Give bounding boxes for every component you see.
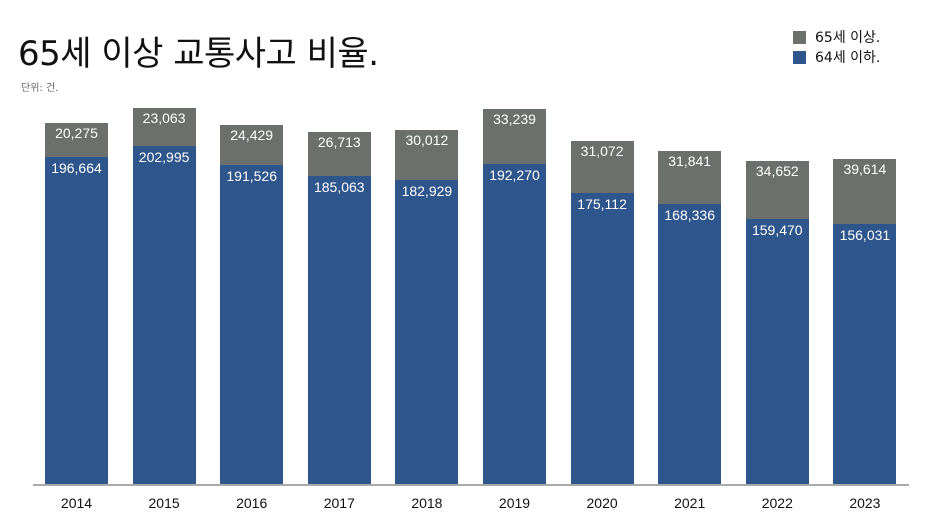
- value-label-64-under: 156,031: [839, 227, 891, 244]
- value-label-64-under: 182,929: [401, 182, 453, 199]
- bar-segment-64-under: 175,112: [570, 192, 634, 484]
- value-label-64-under: 168,336: [664, 207, 715, 223]
- bar-segment-64-under: 191,526: [220, 165, 284, 484]
- legend-item-65-plus: 65세 이상.: [793, 27, 880, 47]
- x-axis-line: [33, 484, 909, 486]
- bar-segment-65-plus: 39,614: [833, 158, 897, 225]
- legend-label-65-plus: 65세 이상.: [815, 30, 881, 46]
- legend-label-64-under: 64세 이하.: [815, 50, 881, 66]
- x-tick-label: 2018: [411, 495, 443, 511]
- value-label-65-plus: 30,012: [405, 131, 449, 148]
- x-tick-label: 2019: [498, 495, 531, 511]
- value-label-65-plus: 33,239: [493, 110, 536, 127]
- bar-segment-64-under: 202,995: [132, 146, 196, 484]
- bar-2018: 30,012 182,929: [395, 129, 459, 484]
- value-label-64-under: 196,664: [51, 159, 102, 176]
- bar-2014: 20,275 196,664: [45, 123, 108, 484]
- legend: 65세 이상. 64세 이하.: [793, 27, 880, 67]
- x-tick-label: 2021: [674, 495, 706, 511]
- value-label-65-plus: 31,841: [668, 153, 712, 170]
- bar-2022: 34,652 159,470: [745, 161, 809, 484]
- value-label-64-under: 202,995: [138, 149, 190, 166]
- value-label-65-plus: 23,063: [142, 110, 186, 126]
- legend-item-64-under: 64세 이하.: [793, 47, 880, 67]
- bar-segment-64-under: 192,270: [483, 164, 546, 484]
- bar-segment-65-plus: 23,063: [132, 108, 196, 147]
- bar-segment-65-plus: 30,012: [395, 129, 459, 180]
- bar-segment-64-under: 182,929: [395, 179, 459, 484]
- bar-2021: 31,841 168,336: [658, 151, 722, 484]
- x-tick-label: 2015: [148, 495, 180, 511]
- bar-segment-64-under: 159,470: [745, 218, 809, 484]
- value-label-64-under: 192,270: [489, 167, 540, 184]
- bar-2015: 23,063 202,995: [132, 108, 196, 484]
- x-tick-label: 2014: [60, 495, 93, 511]
- bar-2017: 26,713 185,063: [307, 131, 371, 484]
- value-label-65-plus: 26,713: [317, 133, 361, 150]
- unit-label: 단위: 건.: [21, 83, 59, 94]
- x-tick-label: 2023: [849, 495, 881, 511]
- x-tick-label: 2020: [586, 495, 618, 511]
- bar-segment-65-plus: 26,713: [307, 131, 371, 177]
- value-label-64-under: 185,063: [313, 179, 365, 196]
- value-label-65-plus: 31,072: [580, 143, 624, 160]
- x-tick-label: 2016: [236, 495, 268, 511]
- value-label-65-plus: 34,652: [755, 163, 799, 180]
- bar-segment-65-plus: 34,652: [745, 161, 809, 219]
- value-label-65-plus: 39,614: [843, 160, 887, 177]
- bar-segment-64-under: 196,664: [45, 156, 108, 484]
- bar-segment-64-under: 156,031: [833, 224, 897, 484]
- bar-segment-65-plus: 31,072: [570, 141, 634, 193]
- bar-2023: 39,614 156,031: [833, 158, 897, 484]
- bar-2016: 24,429 191,526: [220, 124, 284, 484]
- value-label-64-under: 159,470: [751, 221, 803, 238]
- bar-segment-65-plus: 24,429: [220, 124, 284, 166]
- value-label-65-plus: 20,275: [55, 125, 98, 142]
- legend-swatch-64-under: [793, 50, 806, 64]
- value-label-64-under: 191,526: [226, 168, 277, 185]
- bar-segment-65-plus: 33,239: [483, 108, 546, 165]
- bar-segment-64-under: 185,063: [307, 176, 371, 484]
- x-tick-label: 2022: [761, 495, 793, 511]
- legend-swatch-65-plus: [793, 30, 806, 44]
- bar-segment-64-under: 168,336: [658, 204, 722, 484]
- bar-segment-65-plus: 20,275: [45, 123, 108, 157]
- value-label-64-under: 175,112: [577, 195, 627, 212]
- chart-title: 65세 이상 교통사고 비율.: [18, 34, 379, 74]
- bar-segment-65-plus: 31,841: [658, 151, 722, 204]
- value-label-65-plus: 24,429: [230, 126, 274, 143]
- x-tick-label: 2017: [323, 495, 355, 511]
- bar-2019: 33,239 192,270: [483, 108, 546, 484]
- bar-2020: 31,072 175,112: [570, 141, 634, 484]
